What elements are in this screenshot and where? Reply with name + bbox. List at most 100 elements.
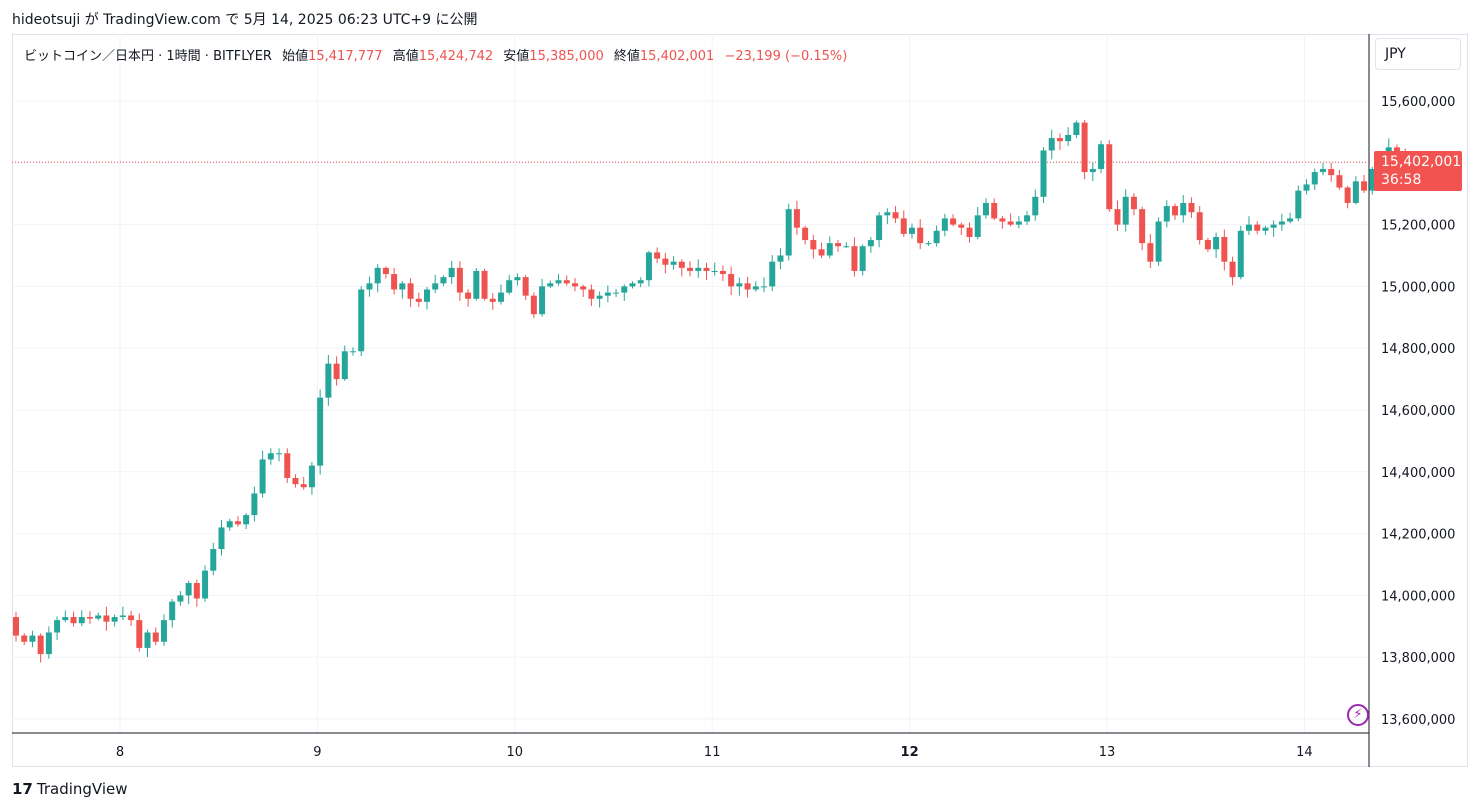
candle: [670, 256, 677, 270]
candle-body: [1369, 168, 1376, 191]
candle-body: [86, 617, 93, 619]
candle-body: [1254, 224, 1261, 231]
candle-body: [1089, 168, 1096, 173]
candle-body: [218, 527, 225, 550]
candle: [358, 286, 365, 356]
candle-body: [654, 252, 661, 259]
candle: [802, 225, 809, 245]
candle: [859, 244, 866, 276]
candle-body: [908, 227, 915, 234]
candle: [497, 284, 504, 305]
candle: [1139, 206, 1146, 251]
candle-body: [703, 267, 710, 271]
candle-body: [719, 270, 726, 275]
candle: [276, 448, 283, 462]
symbol-name: ビットコイン／日本円 · 1時間 · BITFLYER: [24, 49, 272, 64]
candle: [1188, 197, 1195, 218]
candle: [1328, 162, 1335, 182]
candle: [884, 208, 891, 224]
candle: [432, 274, 439, 294]
candle-body: [974, 215, 981, 237]
candle-body: [761, 286, 768, 288]
candle-body: [1180, 202, 1187, 216]
candle: [506, 274, 513, 295]
candle-body: [350, 351, 357, 353]
candle-body: [1328, 168, 1335, 176]
candle: [382, 266, 389, 279]
candle: [917, 219, 924, 250]
time-tick-label: 10: [507, 745, 524, 760]
candle: [580, 284, 587, 297]
candle-body: [1065, 134, 1072, 142]
candle-body: [251, 493, 258, 516]
candle-body: [1081, 122, 1088, 173]
candle-body: [152, 632, 159, 642]
candle-body: [744, 283, 751, 290]
lightning-icon[interactable]: ⚡: [1347, 704, 1369, 726]
candle-body: [1073, 122, 1080, 135]
candle: [637, 277, 644, 288]
candle: [1024, 211, 1031, 225]
candle: [933, 225, 940, 247]
candle: [226, 518, 233, 531]
candle-body: [925, 243, 932, 245]
time-tick-label: 14: [1296, 745, 1313, 760]
open-label: 始値: [282, 49, 309, 64]
candle: [407, 278, 414, 308]
candle: [13, 611, 19, 642]
candle: [851, 237, 858, 277]
candle-body: [70, 617, 77, 624]
candle-body: [588, 289, 595, 299]
candle-body: [547, 283, 554, 287]
candle: [539, 278, 546, 317]
candle-body: [358, 289, 365, 352]
candle: [703, 262, 710, 280]
candle-body: [111, 617, 118, 622]
candle-body: [818, 249, 825, 256]
candle-body: [678, 261, 685, 268]
currency-button[interactable]: JPY: [1375, 38, 1461, 70]
open-value: 15,417,777: [308, 49, 383, 64]
candle: [1369, 166, 1376, 195]
candle: [193, 579, 200, 607]
candle: [1344, 185, 1351, 209]
candle: [752, 281, 759, 292]
footer-brand[interactable]: 17 TradingView: [12, 780, 128, 798]
candle: [308, 461, 315, 495]
price-tick-label: 14,800,000: [1381, 342, 1455, 357]
candle-body: [119, 615, 126, 618]
candle: [1065, 127, 1072, 146]
candle-body: [769, 261, 776, 287]
candle: [555, 273, 562, 286]
candle-body: [489, 298, 496, 302]
candle: [45, 626, 52, 659]
candle-body: [941, 218, 948, 231]
candle: [744, 276, 751, 298]
price-tick-label: 15,200,000: [1381, 219, 1455, 234]
candle-body: [1040, 150, 1047, 197]
candle: [1073, 120, 1080, 139]
candle: [251, 486, 258, 522]
candle-body: [1246, 224, 1252, 231]
candle-body: [1303, 184, 1310, 191]
candle-body: [884, 212, 891, 216]
candle-body: [259, 459, 266, 494]
candle-body: [555, 280, 562, 284]
candle-body: [136, 620, 143, 648]
candle-body: [728, 274, 735, 287]
candle: [645, 250, 652, 287]
change-value: −23,199 (−0.15%): [724, 49, 848, 64]
chart-frame[interactable]: [12, 34, 1468, 767]
candle: [300, 476, 307, 490]
candle-body: [736, 283, 743, 287]
candle: [1213, 232, 1220, 258]
candle: [522, 275, 529, 300]
candle-body: [1048, 138, 1055, 151]
candle: [259, 450, 266, 498]
candle-body: [366, 283, 373, 290]
price-tick-label: 13,800,000: [1381, 651, 1455, 666]
candle: [1032, 189, 1039, 221]
candle: [391, 267, 398, 295]
symbol-legend: ビットコイン／日本円 · 1時間 · BITFLYER 始値15,417,777…: [24, 45, 847, 64]
